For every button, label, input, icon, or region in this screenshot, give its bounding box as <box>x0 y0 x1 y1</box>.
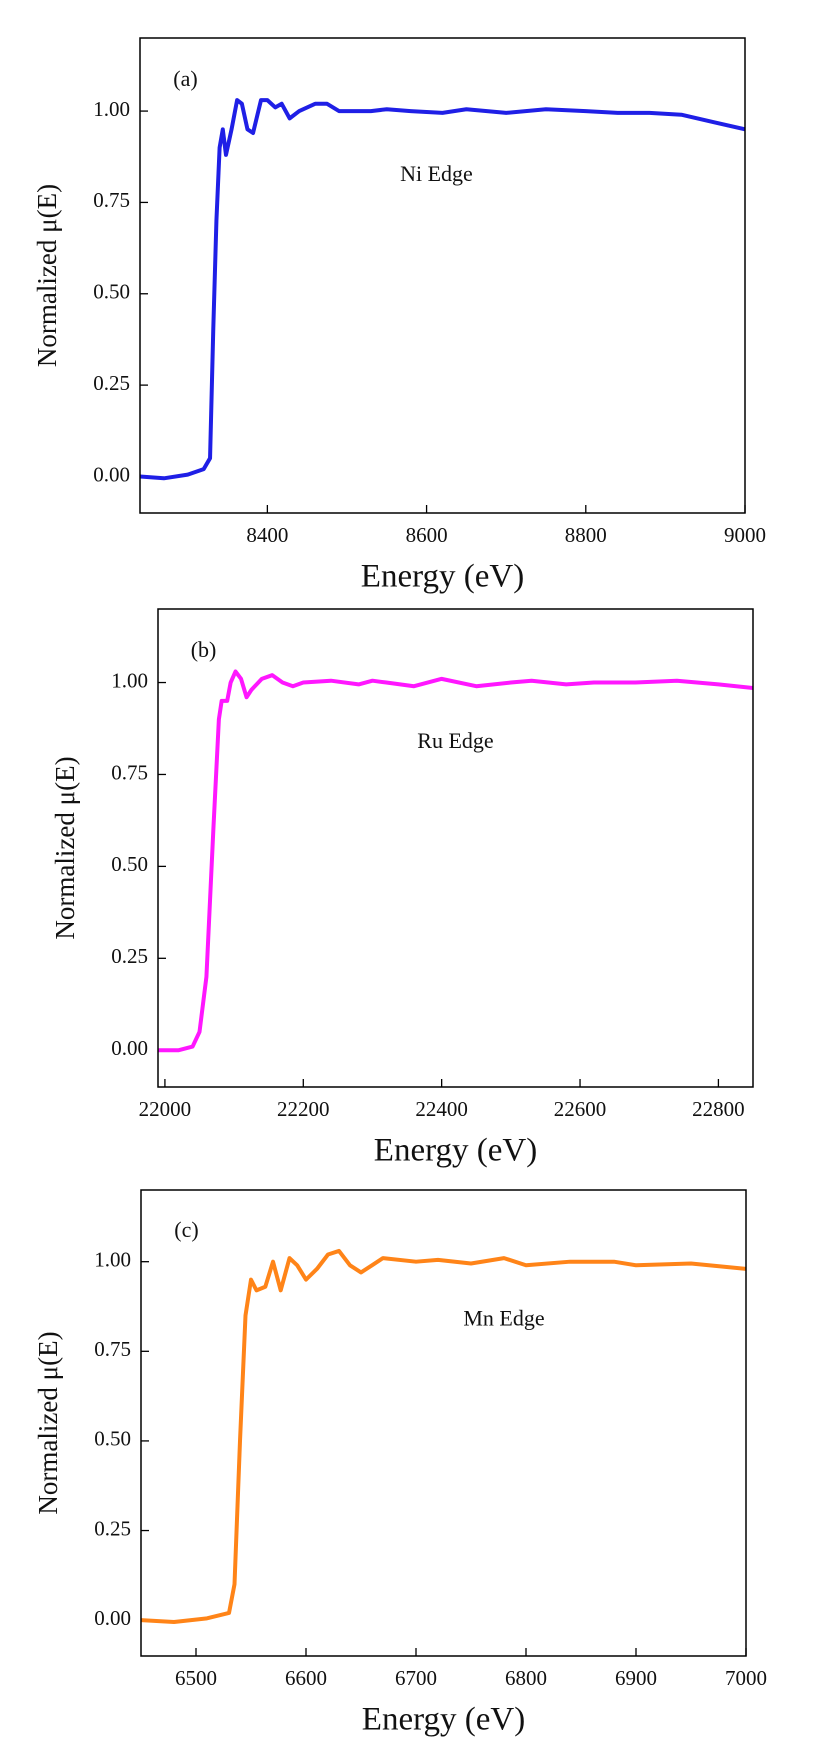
y-tick-label: 0.75 <box>94 1337 131 1361</box>
x-tick-label: 8800 <box>565 523 607 547</box>
x-tick-label: 8600 <box>406 523 448 547</box>
x-tick-label: 6500 <box>175 1666 217 1690</box>
y-axis-title: Normalized μ(E) <box>33 1331 63 1514</box>
annotation: (b) <box>191 637 217 662</box>
y-axis-title: Normalized μ(E) <box>50 756 80 939</box>
data-line <box>141 1248 746 1624</box>
annotation: Mn Edge <box>463 1306 544 1331</box>
y-tick-label: 0.25 <box>111 944 148 968</box>
y-tick-label: 0.50 <box>94 1427 131 1451</box>
y-tick-label: 0.50 <box>111 852 148 876</box>
y-tick-label: 1.00 <box>94 1248 131 1272</box>
y-tick-label: 0.25 <box>94 1516 131 1540</box>
x-axis-title: Energy (eV) <box>374 1133 537 1169</box>
y-tick-label: 0.25 <box>93 371 130 395</box>
y-axis-title: Normalized μ(E) <box>32 184 62 367</box>
annotation: (c) <box>174 1217 198 1242</box>
y-tick-label: 0.50 <box>93 280 130 304</box>
x-tick-label: 6700 <box>395 1666 437 1690</box>
y-tick-label: 0.75 <box>93 188 130 212</box>
data-line <box>158 669 753 1053</box>
x-tick-label: 22400 <box>415 1097 468 1121</box>
annotation: (a) <box>173 66 197 91</box>
x-tick-label: 8400 <box>246 523 288 547</box>
x-tick-label: 6800 <box>505 1666 547 1690</box>
y-tick-label: 0.00 <box>111 1036 148 1060</box>
data-line <box>140 98 745 481</box>
y-tick-label: 0.75 <box>111 760 148 784</box>
y-tick-label: 0.00 <box>94 1606 131 1630</box>
plot-frame <box>140 1189 747 1657</box>
x-tick-label: 6600 <box>285 1666 327 1690</box>
x-tick-label: 22600 <box>554 1097 607 1121</box>
x-tick-label: 7000 <box>725 1666 767 1690</box>
y-tick-label: 0.00 <box>93 462 130 486</box>
x-tick-label: 22200 <box>277 1097 330 1121</box>
y-tick-label: 1.00 <box>93 97 130 121</box>
annotation: Ru Edge <box>417 728 493 753</box>
plot-frame <box>157 608 754 1088</box>
x-tick-label: 22000 <box>139 1097 192 1121</box>
x-tick-label: 22800 <box>692 1097 745 1121</box>
x-tick-label: 9000 <box>724 523 766 547</box>
annotation: Ni Edge <box>400 161 473 186</box>
x-axis-title: Energy (eV) <box>362 1702 525 1738</box>
plot-frame <box>139 37 746 514</box>
y-tick-label: 1.00 <box>111 668 148 692</box>
x-axis-title: Energy (eV) <box>361 559 524 595</box>
x-tick-label: 6900 <box>615 1666 657 1690</box>
